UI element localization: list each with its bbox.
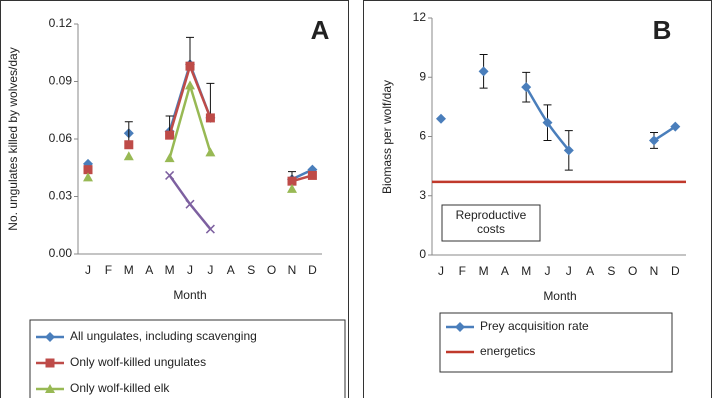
marker <box>563 145 574 156</box>
x-tick-label: O <box>628 264 637 278</box>
x-tick-label: O <box>267 263 276 277</box>
x-tick-label: N <box>650 264 659 278</box>
x-tick-label: D <box>671 264 680 278</box>
error-bar <box>206 82 215 118</box>
marker <box>83 172 93 182</box>
panel-label: B <box>653 15 672 45</box>
series-line <box>168 62 212 136</box>
y-tick-label: 9 <box>419 69 426 83</box>
y-axis-title: Biomass per wolf/day <box>380 80 394 194</box>
x-tick-label: J <box>207 263 213 277</box>
marker <box>542 117 553 128</box>
marker <box>123 151 134 161</box>
x-axis-title: Month <box>173 288 206 302</box>
y-tick-label: 0.06 <box>49 131 73 145</box>
y-axis-title: No. ungulates killed by wolves/day <box>6 47 20 230</box>
marker <box>185 80 195 90</box>
marker <box>287 183 297 193</box>
panel-border <box>0 0 349 398</box>
x-tick-label: A <box>501 264 509 278</box>
x-tick-label: M <box>479 264 489 278</box>
marker <box>124 140 134 150</box>
legend-label: Only wolf-killed elk <box>70 381 170 395</box>
x-tick-label: A <box>227 263 235 277</box>
marker <box>205 147 216 157</box>
series-line <box>168 60 212 132</box>
x-tick-label: M <box>124 263 134 277</box>
legend-label: All ungulates, including scavenging <box>70 329 257 343</box>
marker <box>185 199 195 209</box>
x-tick-label: S <box>607 264 615 278</box>
y-tick-label: 0.09 <box>49 74 73 88</box>
marker <box>165 130 175 140</box>
x-tick-label: F <box>459 264 466 278</box>
legend-label: energetics <box>480 344 535 358</box>
x-tick-label: A <box>586 264 594 278</box>
annotation: Reproductive costs <box>456 208 527 236</box>
series-line <box>168 174 212 230</box>
y-tick-label: 6 <box>419 129 426 143</box>
series-line <box>168 80 212 159</box>
y-tick-label: 0 <box>419 247 426 261</box>
x-axis-title: Month <box>543 289 576 303</box>
x-tick-label: S <box>247 263 255 277</box>
marker <box>436 113 446 124</box>
y-tick-label: 12 <box>413 10 427 24</box>
x-tick-label: M <box>165 263 175 277</box>
panel-label: A <box>311 15 330 45</box>
x-tick-label: N <box>288 263 297 277</box>
x-tick-label: A <box>145 263 153 277</box>
legend-box <box>29 319 346 398</box>
marker <box>185 61 195 71</box>
marker <box>164 153 175 163</box>
x-tick-label: J <box>566 264 572 278</box>
marker <box>670 121 681 132</box>
marker <box>205 113 215 123</box>
marker <box>205 224 215 234</box>
series-line <box>653 125 676 142</box>
y-tick-label: 0.03 <box>49 189 73 203</box>
marker <box>45 384 55 393</box>
y-tick-label: 3 <box>419 188 426 202</box>
marker <box>455 322 465 332</box>
marker <box>165 170 175 180</box>
marker <box>307 170 317 180</box>
legend-label: Only wolf-killed ungulates <box>70 355 206 369</box>
error-bar <box>186 36 194 67</box>
annotation-box <box>441 204 541 242</box>
marker <box>287 176 297 186</box>
x-tick-label: M <box>521 264 531 278</box>
legend-box <box>439 312 673 373</box>
marker <box>45 358 55 368</box>
marker <box>649 135 659 146</box>
x-tick-label: J <box>545 264 551 278</box>
legend-label: Prey acquisition rate <box>480 319 589 333</box>
marker <box>521 82 532 93</box>
marker <box>45 332 55 342</box>
marker <box>83 165 93 175</box>
y-tick-label: 0.12 <box>49 16 73 30</box>
x-tick-label: D <box>308 263 317 277</box>
y-tick-label: 0.00 <box>49 246 73 260</box>
x-tick-label: J <box>438 264 444 278</box>
marker <box>478 66 489 77</box>
x-tick-label: F <box>105 263 112 277</box>
x-tick-label: J <box>187 263 193 277</box>
x-tick-label: J <box>85 263 91 277</box>
